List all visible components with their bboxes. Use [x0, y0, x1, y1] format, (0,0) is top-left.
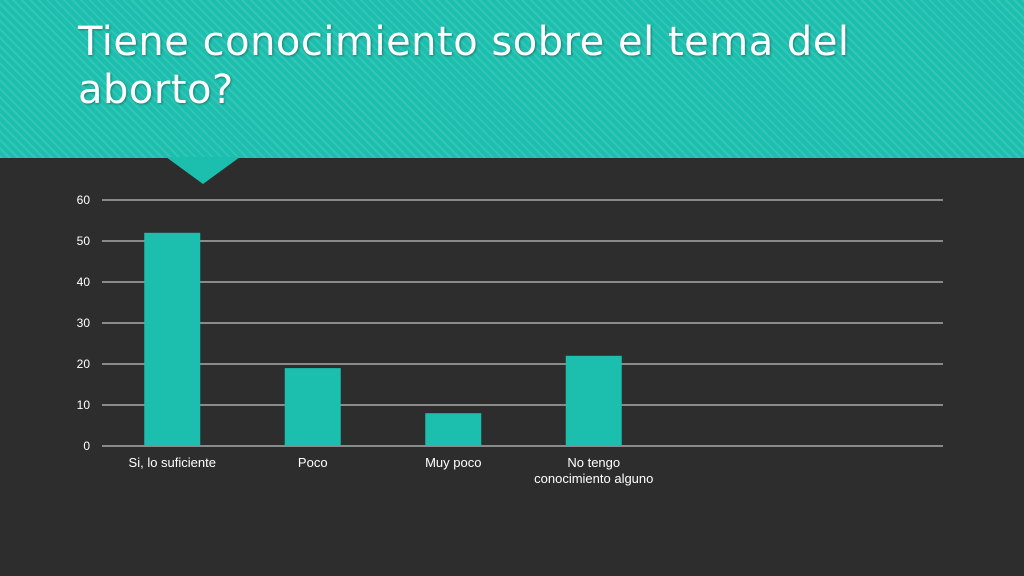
y-tick-label: 20: [77, 357, 91, 371]
gridlines: [102, 199, 943, 447]
bars: [144, 232, 622, 446]
bar: [565, 355, 622, 446]
x-axis-category-labels: Si, lo suficiente Poco Muy poco No tengocon…: [129, 455, 654, 486]
y-tick-label: 30: [77, 316, 91, 330]
bar: [144, 232, 201, 446]
y-tick-label: 50: [77, 234, 91, 248]
x-category-label: No tengo: [567, 455, 620, 470]
x-category-label: Muy poco: [425, 455, 481, 470]
banner-pointer: [166, 157, 240, 184]
x-category-label: Poco: [298, 455, 328, 470]
x-category-label: conocimiento alguno: [534, 471, 653, 486]
title-banner: [0, 0, 1024, 158]
slide-title: Tiene conocimiento sobre el tema del abo…: [78, 19, 850, 113]
y-tick-label: 10: [77, 398, 91, 412]
x-category-label: Si, lo suficiente: [129, 455, 216, 470]
y-tick-label: 0: [83, 439, 90, 453]
y-axis-tick-labels: 0 10 20 30 40 50 60: [77, 193, 91, 453]
y-tick-label: 60: [77, 193, 91, 207]
y-tick-label: 40: [77, 275, 91, 289]
bar: [425, 413, 482, 446]
bar: [284, 368, 341, 446]
